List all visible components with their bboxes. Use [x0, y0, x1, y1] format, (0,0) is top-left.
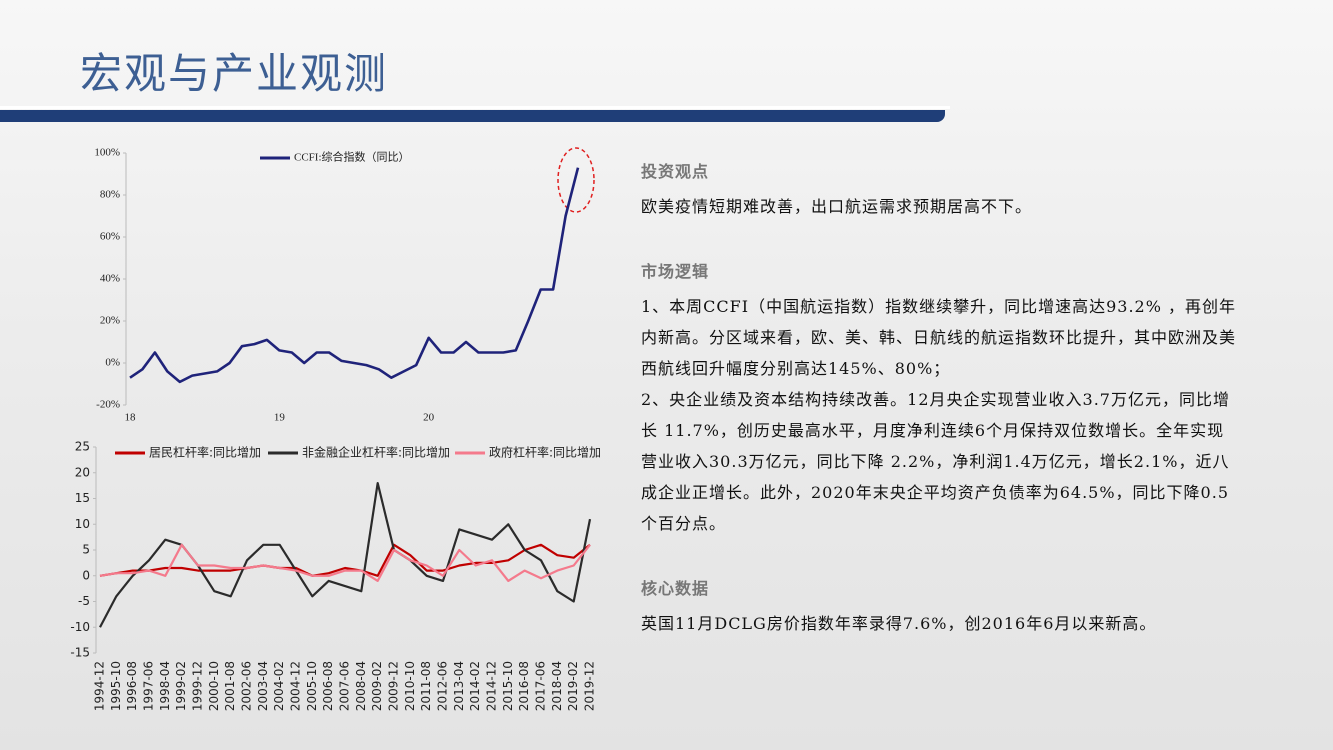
- y-tick-label: 100%: [94, 147, 120, 159]
- text-panel: 投资观点欧美疫情短期难改善，出口航运需求预期居高不下。 市场逻辑 1、本周CCFI（…: [641, 156, 1241, 673]
- x-tick-label: 2002-06: [240, 661, 254, 711]
- header-rule: [0, 106, 950, 109]
- series-line: [129, 167, 580, 384]
- header-bar: [0, 110, 945, 122]
- y-tick-label: -5: [78, 594, 90, 608]
- section-heading: 市场逻辑: [641, 262, 710, 281]
- x-tick-label: 2018-04: [550, 661, 564, 711]
- y-tick-label: 15: [75, 491, 90, 505]
- y-tick-label: -20%: [96, 399, 120, 411]
- section: 投资观点欧美疫情短期难改善，出口航运需求预期居高不下。: [641, 156, 1241, 222]
- x-tick-label: 18: [125, 412, 137, 424]
- x-tick-label: 2001-08: [223, 661, 237, 711]
- x-tick-label: 19: [274, 412, 286, 424]
- x-tick-label: 2005-10: [305, 661, 319, 711]
- x-tick-label: 2014-02: [468, 661, 482, 711]
- x-tick-label: 2011-08: [419, 661, 433, 711]
- x-tick-label: 2009-12: [387, 661, 401, 711]
- slide-title: 宏观与产业观测: [80, 49, 389, 98]
- x-tick-label: 2016-08: [517, 661, 531, 711]
- x-tick-label: 2010-10: [403, 661, 417, 711]
- x-tick-label: 1994-12: [93, 661, 107, 711]
- x-tick-label: 2008-04: [354, 661, 368, 711]
- x-tick-label: 2000-10: [207, 661, 221, 711]
- y-tick-label: 10: [75, 517, 90, 531]
- x-tick-label: 1997-06: [142, 661, 156, 711]
- x-tick-label: 2014-12: [485, 661, 499, 711]
- x-tick-label: 2006-08: [321, 661, 335, 711]
- y-tick-label: 20: [75, 465, 90, 479]
- y-tick-label: 40%: [100, 273, 120, 285]
- x-tick-label: 2009-02: [370, 661, 384, 711]
- paragraph: 欧美疫情短期难改善，出口航运需求预期居高不下。: [641, 197, 1033, 216]
- x-tick-label: 20: [423, 412, 435, 424]
- highlight-ellipse: [557, 147, 595, 213]
- x-tick-label: 2004-12: [289, 661, 303, 711]
- x-tick-label: 2019-12: [583, 661, 597, 711]
- y-tick-label: 0: [82, 568, 90, 582]
- series-line: [99, 543, 591, 582]
- x-tick-label: 2012-06: [436, 661, 450, 711]
- x-tick-label: 2003-04: [256, 661, 270, 711]
- x-tick-label: 1999-12: [191, 661, 205, 711]
- section: 核心数据英国11月DCLG房价指数年率录得7.6%，创2016年6月以来新高。: [641, 573, 1241, 639]
- legend-label: 政府杠杆率:同比增加: [489, 445, 601, 460]
- paragraph: 英国11月DCLG房价指数年率录得7.6%，创2016年6月以来新高。: [641, 614, 1157, 633]
- section-heading: 核心数据: [641, 579, 710, 598]
- legend-label: 居民杠杆率:同比增加: [149, 445, 261, 460]
- section-heading: 投资观点: [641, 162, 710, 181]
- x-tick-label: 2004-02: [272, 661, 286, 711]
- legend-label: 非金融企业杠杆率:同比增加: [302, 445, 450, 460]
- y-tick-label: 5: [82, 543, 90, 557]
- x-tick-label: 1999-02: [174, 661, 188, 711]
- paragraph: 1、本周CCFI（中国航运指数）指数继续攀升，同比增速高达93.2% ，再创年内…: [641, 297, 1237, 378]
- y-tick-label: -15: [70, 646, 90, 660]
- x-tick-label: 1996-08: [125, 661, 139, 711]
- x-tick-label: 1998-04: [158, 661, 172, 711]
- x-tick-label: 2015-10: [501, 661, 515, 711]
- ccfi-chart: -20% 0% 20% 40% 60% 80% 100% 18 19 20 CCFI:综合指数（同比…: [94, 147, 595, 424]
- y-tick-label: -10: [70, 620, 90, 634]
- x-tick-label: 2017-06: [534, 661, 548, 711]
- x-tick-label: 2019-02: [566, 661, 580, 711]
- section: 市场逻辑 1、本周CCFI（中国航运指数）指数继续攀升，同比增速高达93.2% ，…: [641, 256, 1241, 539]
- x-tick-label: 1995-10: [109, 661, 123, 711]
- series-line: [99, 543, 591, 577]
- paragraph: 2、央企业绩及资本结构持续改善。12月央企实现营业收入3.7万亿元，同比增长 1…: [641, 390, 1230, 533]
- x-tick-label: 2013-04: [452, 661, 466, 711]
- y-tick-label: 20%: [100, 315, 120, 327]
- y-tick-label: 60%: [100, 231, 120, 243]
- y-tick-label: 0%: [105, 357, 120, 369]
- legend-label: CCFI:综合指数（同比）: [294, 150, 410, 164]
- y-tick-label: 80%: [100, 189, 120, 201]
- x-tick-label: 2007-06: [338, 661, 352, 711]
- y-tick-label: 25: [75, 440, 90, 454]
